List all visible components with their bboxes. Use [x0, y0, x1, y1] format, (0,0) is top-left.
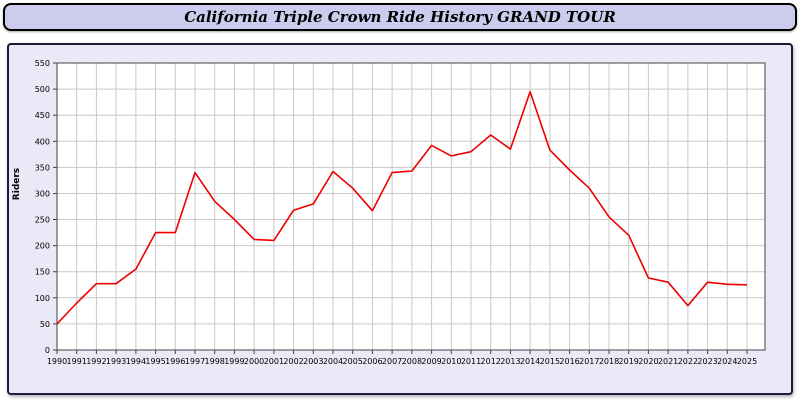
plot-frame [56, 62, 766, 351]
x-tick-label: 1991 [67, 357, 87, 366]
x-tick-label: 2019 [619, 357, 639, 366]
x-tick-label: 2007 [382, 357, 402, 366]
x-tick-label: 1996 [165, 357, 185, 366]
x-tick-label: 2005 [343, 357, 363, 366]
riders-series-line [56, 90, 748, 325]
x-tick-label: 2000 [244, 357, 264, 366]
x-tick-label: 2021 [658, 357, 678, 366]
y-tick-label: 500 [35, 85, 50, 94]
y-tick-label: 50 [40, 320, 50, 329]
x-tick-label: 2016 [559, 357, 579, 366]
x-tick-label: 2009 [421, 357, 441, 366]
y-tick-label: 350 [35, 163, 50, 172]
chart-panel: Riders 0 50 100 150 200 250 300 350 400 450 500 550… [7, 43, 793, 395]
x-tick-label: 2022 [678, 357, 698, 366]
x-tick-label: 1997 [185, 357, 205, 366]
x-tick-label: 1993 [106, 357, 126, 366]
x-tick-label: 1999 [224, 357, 244, 366]
x-tick-label: 2008 [402, 357, 422, 366]
x-tick-label: 2012 [481, 357, 501, 366]
x-tick-label: 2006 [362, 357, 382, 366]
y-tick-label: 450 [35, 111, 50, 120]
x-tick-label: 2002 [283, 357, 303, 366]
x-tick-label: 2025 [737, 357, 757, 366]
chart-title-bar: California Triple Crown Ride History GRA… [3, 3, 797, 31]
x-tick-label: 2003 [303, 357, 323, 366]
x-tick-label: 2018 [599, 357, 619, 366]
x-tick-label: 1998 [205, 357, 225, 366]
x-tick-label: 1992 [86, 357, 106, 366]
y-tick-label: 100 [35, 294, 50, 303]
x-tick-label: 2017 [579, 357, 599, 366]
y-axis-label: Riders [12, 167, 22, 201]
x-tick-label: 1995 [145, 357, 165, 366]
y-tick-label: 400 [35, 137, 50, 146]
y-tick-label: 200 [35, 242, 50, 251]
x-tick-label: 2011 [461, 357, 481, 366]
x-tick-label: 2004 [323, 357, 343, 366]
x-tick-label: 2010 [441, 357, 461, 366]
x-tick-label: 2020 [638, 357, 658, 366]
page-title: California Triple Crown Ride History GRA… [184, 8, 616, 26]
y-tick-label: 250 [35, 216, 50, 225]
x-tick-label: 2001 [264, 357, 284, 366]
y-tick-label: 150 [35, 268, 50, 277]
x-tick-label: 2015 [540, 357, 560, 366]
x-tick-label: 2023 [697, 357, 717, 366]
x-tick-label: 1994 [126, 357, 146, 366]
x-tick-label: 2014 [520, 357, 540, 366]
y-tick-label: 300 [35, 190, 50, 199]
x-tick-label: 2013 [500, 357, 520, 366]
x-tick-label: 2024 [717, 357, 737, 366]
y-tick-label: 0 [45, 346, 50, 355]
plot-background [57, 63, 765, 350]
y-tick-label: 550 [35, 59, 50, 68]
x-tick-label: 1990 [47, 357, 67, 366]
